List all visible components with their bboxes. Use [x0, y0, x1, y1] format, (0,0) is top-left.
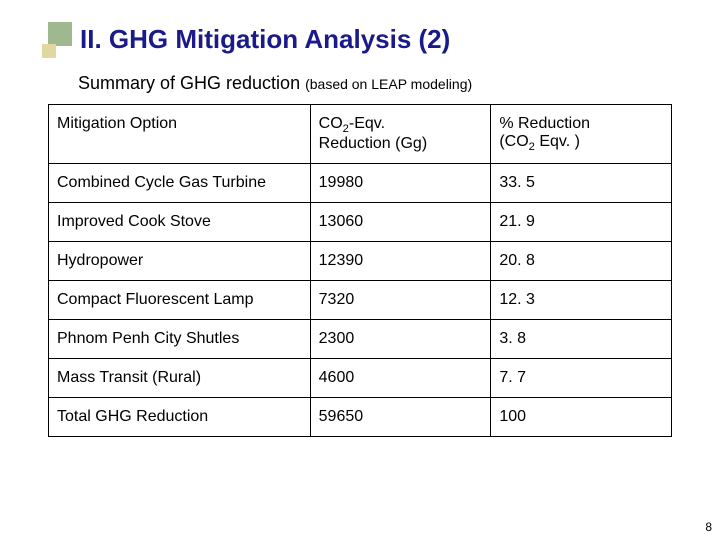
cell-option: Total GHG Reduction — [49, 398, 311, 437]
bullet-square-large — [48, 22, 72, 46]
cell-option: Phnom Penh City Shutles — [49, 320, 311, 359]
header-co2-c: Reduction (Gg) — [319, 135, 428, 152]
page-number: 8 — [705, 520, 712, 534]
table-row: Phnom Penh City Shutles 2300 3. 8 — [49, 320, 672, 359]
subtitle: Summary of GHG reduction (based on LEAP … — [0, 55, 720, 104]
bullet-square-small — [42, 44, 56, 58]
cell-co2: 59650 — [310, 398, 491, 437]
header-pct: % Reduction (CO2 Eqv. ) — [491, 105, 672, 164]
cell-co2: 4600 — [310, 359, 491, 398]
table-body: Combined Cycle Gas Turbine 19980 33. 5 I… — [49, 164, 672, 437]
cell-option: Compact Fluorescent Lamp — [49, 281, 311, 320]
table-row: Improved Cook Stove 13060 21. 9 — [49, 203, 672, 242]
cell-co2: 13060 — [310, 203, 491, 242]
cell-pct: 3. 8 — [491, 320, 672, 359]
cell-pct: 7. 7 — [491, 359, 672, 398]
table-row: Combined Cycle Gas Turbine 19980 33. 5 — [49, 164, 672, 203]
cell-pct: 33. 5 — [491, 164, 672, 203]
mitigation-table: Mitigation Option CO2-Eqv. Reduction (Gg… — [48, 104, 672, 437]
subtitle-note: (based on LEAP modeling) — [305, 76, 472, 92]
cell-option: Improved Cook Stove — [49, 203, 311, 242]
header-pct-a: % Reduction — [499, 115, 590, 132]
cell-option: Hydropower — [49, 242, 311, 281]
cell-pct: 100 — [491, 398, 672, 437]
cell-pct: 21. 9 — [491, 203, 672, 242]
table-row: Total GHG Reduction 59650 100 — [49, 398, 672, 437]
cell-co2: 2300 — [310, 320, 491, 359]
cell-co2: 7320 — [310, 281, 491, 320]
table-container: Mitigation Option CO2-Eqv. Reduction (Gg… — [0, 104, 720, 437]
table-row: Compact Fluorescent Lamp 7320 12. 3 — [49, 281, 672, 320]
table-header-row: Mitigation Option CO2-Eqv. Reduction (Gg… — [49, 105, 672, 164]
cell-pct: 20. 8 — [491, 242, 672, 281]
cell-option: Combined Cycle Gas Turbine — [49, 164, 311, 203]
cell-co2: 19980 — [310, 164, 491, 203]
cell-co2: 12390 — [310, 242, 491, 281]
table-row: Mass Transit (Rural) 4600 7. 7 — [49, 359, 672, 398]
slide-title: II. GHG Mitigation Analysis (2) — [48, 24, 720, 55]
table-row: Hydropower 12390 20. 8 — [49, 242, 672, 281]
cell-pct: 12. 3 — [491, 281, 672, 320]
header-pct-b: (CO — [499, 133, 528, 150]
header-pct-c: Eqv. ) — [535, 133, 580, 150]
header-option: Mitigation Option — [49, 105, 311, 164]
header-co2-a: CO — [319, 115, 343, 132]
header-co2: CO2-Eqv. Reduction (Gg) — [310, 105, 491, 164]
subtitle-main: Summary of GHG reduction — [78, 73, 305, 93]
header-co2-b: -Eqv. — [349, 115, 385, 132]
cell-option: Mass Transit (Rural) — [49, 359, 311, 398]
title-area: II. GHG Mitigation Analysis (2) — [0, 0, 720, 55]
